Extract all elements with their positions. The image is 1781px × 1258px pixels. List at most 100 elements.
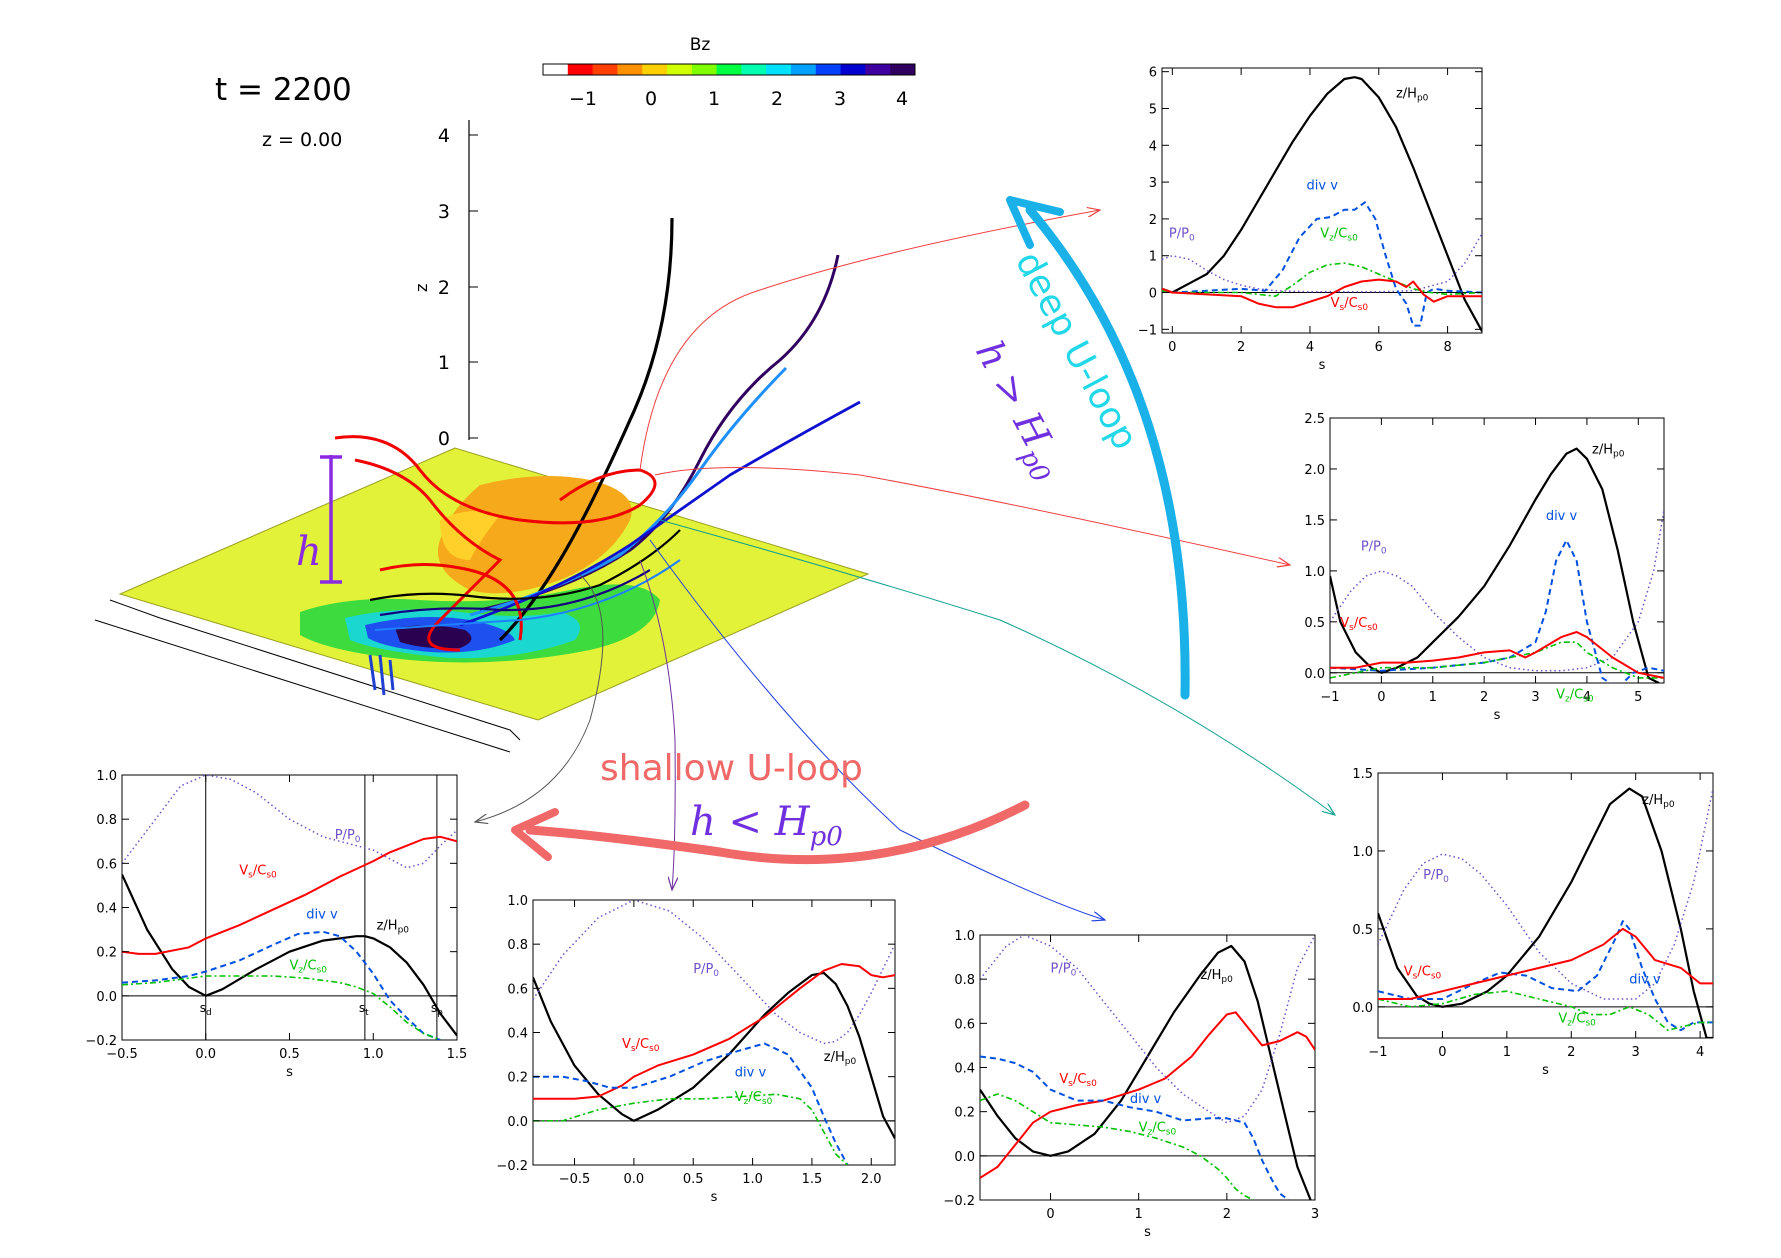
x-tick-label: 3 (1632, 1045, 1640, 1060)
y-tick-label: −1 (1138, 323, 1157, 338)
base-axis-front (109, 599, 521, 741)
plot-frame (121, 774, 458, 1041)
curve-label-p: P/P0 (1423, 868, 1449, 885)
curve-label-z: z/Hp0 (1200, 968, 1233, 985)
z-axis-tick-label: 4 (438, 125, 450, 147)
series-line-vs (1330, 631, 1664, 679)
x-tick-label: −0.5 (106, 1047, 138, 1062)
x-tick-label: 2.0 (861, 1172, 882, 1187)
curve-label-div: div v (1130, 1092, 1162, 1107)
x-tick-label: 0.0 (195, 1047, 216, 1062)
series-line-z (122, 873, 457, 1037)
x-tick-label: −1 (1368, 1045, 1387, 1060)
colorbar-tick-label: 1 (708, 88, 720, 110)
y-tick-label: 2.0 (1304, 463, 1325, 478)
x-tick-label: 2 (1223, 1207, 1231, 1222)
arrow-to-deep3 (659, 519, 1335, 815)
field-line-navy-1 (379, 569, 651, 617)
plot-area (122, 775, 457, 1040)
shallow-uloop-sub: p0 (810, 822, 843, 852)
series-line-vs (122, 835, 457, 955)
plot-area (1330, 447, 1664, 683)
colorbar-cell (766, 64, 792, 75)
x-tick-label: 0.0 (624, 1172, 645, 1187)
shallow-uloop-annotation: shallow U-loop h < Hp0 (511, 748, 1030, 865)
y-tick-label: 6 (1149, 66, 1157, 81)
series-line-p (1378, 788, 1713, 1000)
colorbar-cell (567, 64, 594, 75)
shallow-uloop-arrowhead (511, 808, 559, 861)
x-tick-label: 2 (1480, 690, 1488, 705)
colorbar-cells (543, 64, 916, 75)
curve-label-vs: Vs/Cs0 (1404, 965, 1442, 982)
base-axis-front2 (94, 619, 511, 753)
y-tick-label: 3 (1149, 176, 1157, 191)
field-line-purple-1 (479, 254, 840, 612)
arrow-to-shallow1 (475, 574, 604, 822)
y-tick-label: 0.2 (96, 946, 117, 961)
field-line-blue-1 (459, 400, 861, 627)
series-line-z (1378, 787, 1713, 1038)
curve-label-vs: Vs/Cs0 (1340, 616, 1378, 633)
x-tick-label: 0.5 (683, 1172, 704, 1187)
plot-frame (532, 899, 896, 1166)
y-tick-label: 2.5 (1304, 412, 1325, 427)
series-line-p (980, 935, 1315, 1124)
curve-label-div: div v (306, 908, 338, 923)
curve-label-z: z/Hp0 (1592, 443, 1625, 460)
shallow-uloop-title: shallow U-loop (600, 748, 863, 789)
field-line-red-2 (354, 458, 503, 652)
arrow-to-deep2 (654, 467, 1290, 566)
series-line-z (533, 971, 895, 1140)
curve-label-vz: Vz/Cs0 (1558, 1011, 1596, 1028)
curve-label-div: div v (1629, 972, 1661, 987)
x-tick-label: 1.5 (802, 1172, 823, 1187)
curve-label-p: P/P0 (1051, 962, 1077, 979)
series-line-vz (533, 1093, 849, 1165)
colorbar-tick-label: −1 (569, 88, 597, 110)
panel-deep-2: −1 0 1 2 3 4 5 0.0 0.5 1.0 1.5 2.0 2.5 s z/Hp0 div v P/P… (1304, 412, 1665, 723)
x-tick-label: 0 (1168, 340, 1176, 355)
arrow-to-shallow3 (649, 539, 1105, 920)
z-axis-label: z (412, 284, 431, 292)
x-tick-label: 1.5 (447, 1047, 468, 1062)
y-tick-label: −0.2 (85, 1034, 117, 1049)
colorbar-cell (840, 64, 866, 75)
series-line-z (980, 944, 1312, 1200)
curve-label-div: div v (735, 1066, 767, 1081)
y-tick-label: 0.6 (954, 1017, 975, 1032)
x-tick-label: 2 (1567, 1045, 1575, 1060)
x-tick-label: 1.0 (363, 1047, 384, 1062)
colorbar-tick-label: 2 (771, 88, 783, 110)
z-slice-label: z = 0.00 (262, 129, 342, 151)
colorbar-cell (791, 64, 817, 75)
x-tick-label: 0 (1046, 1207, 1054, 1222)
y-tick-label: 0.4 (507, 1027, 528, 1042)
y-tick-label: 0.0 (507, 1115, 528, 1130)
field-line-blue-2 (374, 559, 681, 631)
y-tick-label: 1.0 (954, 929, 975, 944)
y-tick-label: 0.6 (507, 982, 528, 997)
plot-area (980, 935, 1315, 1200)
colorbar-tick-label: 0 (645, 88, 657, 110)
vline-label: st (359, 1001, 369, 1018)
colorbar-cell (691, 64, 718, 75)
y-tick-label: 0.0 (96, 990, 117, 1005)
colorbar-cell (667, 64, 693, 75)
curve-label-p: P/P0 (1361, 540, 1387, 557)
colorbar-cell (890, 64, 916, 75)
time-label: t = 2200 (215, 72, 352, 108)
x-axis-label: s (1319, 358, 1326, 373)
plot-frame (979, 934, 1316, 1201)
bz-contour-core (395, 625, 472, 649)
curve-label-vs: Vs/Cs0 (1059, 1072, 1097, 1089)
plot-area (1162, 76, 1482, 332)
colorbar-cell (741, 64, 767, 75)
y-tick-label: 0.4 (954, 1062, 975, 1077)
bz-contour-orange (438, 476, 632, 594)
z-axis-ticks: 0 1 2 3 4 (438, 125, 478, 450)
series-line-vs (1162, 278, 1482, 309)
y-tick-label: 1.0 (96, 769, 117, 784)
colorbar-tick-label: 4 (896, 88, 908, 110)
deep-uloop-arrowhead (1006, 196, 1064, 249)
